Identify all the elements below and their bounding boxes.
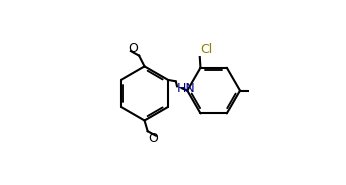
Text: HN: HN (177, 82, 195, 95)
Text: Cl: Cl (200, 43, 212, 56)
Text: O: O (129, 42, 139, 55)
Text: O: O (148, 132, 158, 145)
